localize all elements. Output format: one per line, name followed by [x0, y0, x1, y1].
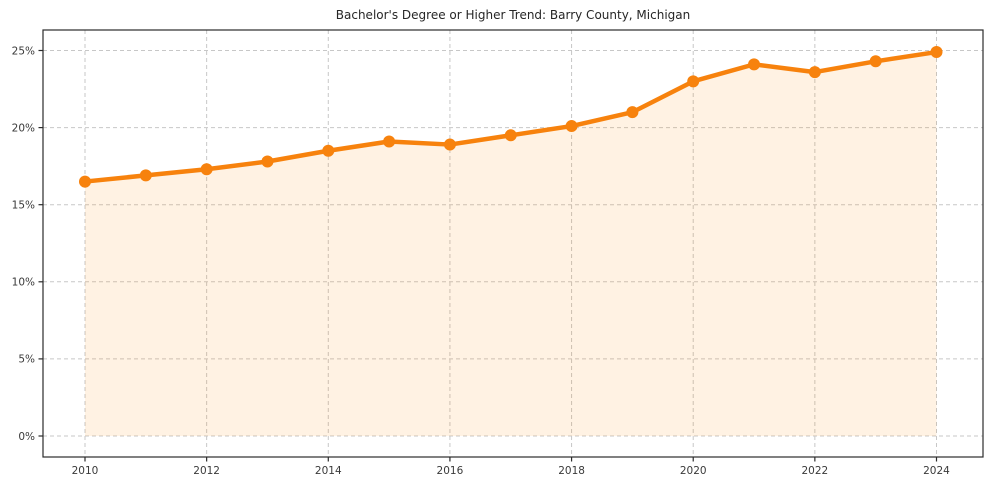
data-point-marker	[443, 138, 456, 151]
x-tick-label: 2024	[923, 465, 950, 477]
data-point-marker	[565, 120, 578, 133]
data-point-marker	[200, 163, 213, 176]
chart-title: Bachelor's Degree or Higher Trend: Barry…	[335, 8, 691, 22]
x-tick-label: 2018	[558, 465, 585, 477]
y-tick-label: 5%	[18, 354, 35, 366]
x-tick-label: 2016	[437, 465, 464, 477]
plot-frame	[42, 29, 984, 458]
y-tick-label: 25%	[12, 45, 35, 57]
data-point-marker	[139, 169, 152, 182]
data-point-marker	[687, 75, 700, 88]
data-point-marker	[322, 144, 335, 157]
x-tick-label: 2010	[72, 465, 99, 477]
data-point-marker	[383, 135, 396, 148]
y-tick-label: 15%	[12, 200, 35, 212]
data-point-marker	[930, 46, 943, 59]
y-tick-label: 10%	[12, 277, 35, 289]
data-point-marker	[79, 175, 91, 188]
x-tick-label: 2020	[680, 465, 707, 477]
data-point-marker	[626, 106, 639, 119]
y-tick-label: 20%	[12, 122, 35, 134]
area-fill	[85, 52, 937, 437]
x-tick-label: 2012	[193, 465, 220, 477]
data-point-marker	[869, 55, 882, 68]
x-tick-label: 2014	[315, 465, 342, 477]
x-tick-label: 2022	[801, 465, 828, 477]
data-point-marker	[748, 58, 761, 71]
data-point-marker	[808, 66, 821, 79]
data-point-marker	[261, 155, 274, 168]
y-tick-label: 0%	[18, 431, 35, 443]
data-point-marker	[504, 129, 517, 142]
